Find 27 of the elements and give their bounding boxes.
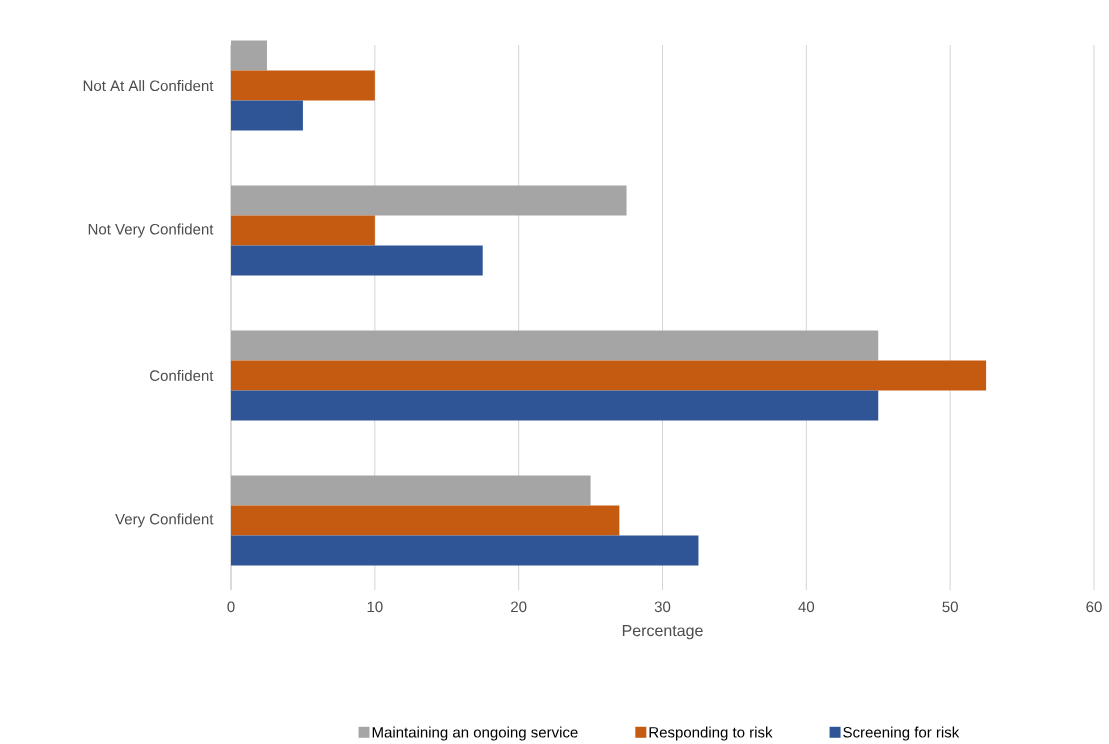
legend-label: Responding to risk	[649, 726, 773, 741]
x-tick-label: 20	[511, 601, 527, 613]
bar	[231, 215, 375, 246]
bar	[231, 185, 627, 216]
x-tick-label: 0	[227, 601, 235, 613]
bar	[231, 330, 879, 361]
x-tick-label: 30	[654, 601, 671, 613]
bar	[231, 100, 303, 131]
x-tick-label: 10	[367, 601, 383, 613]
bar	[231, 360, 987, 391]
y-tick-label: Not Very Confident	[88, 223, 214, 238]
y-tick-label: Not At All Confident	[83, 80, 214, 92]
bar	[231, 390, 879, 421]
legend-label: Screening for risk	[843, 726, 960, 741]
bar	[231, 505, 620, 536]
x-tick-label: 40	[798, 601, 815, 613]
y-tick-label: Confident	[150, 369, 214, 381]
bar	[231, 40, 267, 71]
bar	[231, 475, 591, 506]
bar	[231, 70, 375, 101]
y-tick-label: Very Confident	[115, 513, 214, 528]
bar	[231, 245, 483, 276]
bar	[231, 535, 699, 566]
legend-label: Maintaining an ongoing service	[372, 726, 578, 741]
x-axis-title: Percentage	[622, 625, 703, 640]
x-tick-label: 60	[1086, 601, 1102, 613]
x-tick-label: 50	[942, 601, 958, 613]
